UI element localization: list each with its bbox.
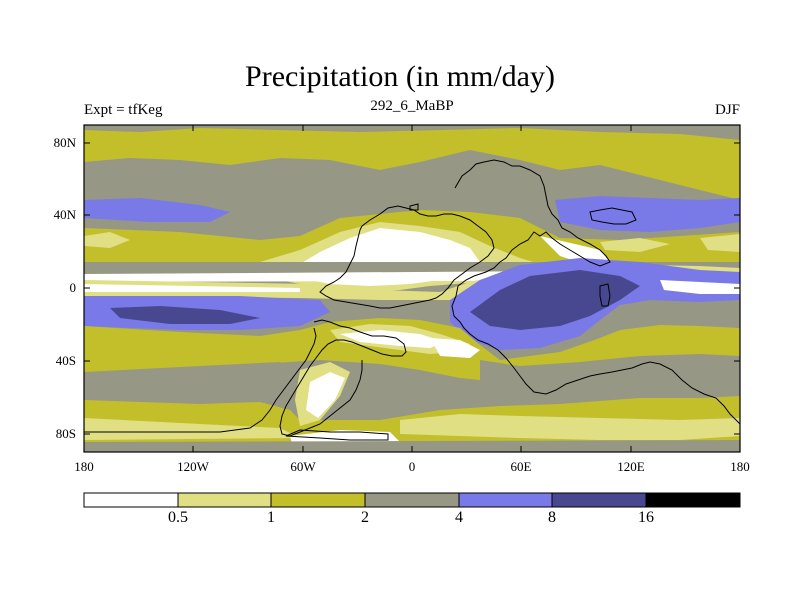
precip-field — [84, 125, 740, 452]
colorbar-box-1 — [177, 492, 272, 508]
colorbar-label-3: 4 — [455, 509, 463, 526]
coastline-small-island — [599, 283, 611, 307]
lon-label-120e: 120E — [617, 459, 645, 474]
experiment-label: Expt = tfKeg — [84, 102, 163, 118]
lon-label-120w: 120W — [177, 459, 209, 474]
field-nstorm-east — [555, 196, 740, 232]
map-title: Precipitation (in mm/day) — [245, 60, 555, 93]
coastline-south-west-tail — [84, 327, 317, 433]
field-nsubtrop-light-e — [600, 238, 670, 252]
coastline-east-island — [589, 207, 637, 225]
colorbar-box-6 — [645, 492, 741, 508]
lat-label-40s: 40S — [55, 353, 76, 368]
field-dry-east — [540, 236, 610, 266]
lat-label-40n: 40N — [53, 207, 76, 222]
colorbar — [83, 492, 741, 508]
field-sstorm-west — [84, 362, 300, 404]
field-ssubtrop-white2 — [430, 338, 480, 358]
field-monsoon-core — [470, 270, 640, 330]
field-shighlat-light-e — [400, 414, 740, 440]
lon-label-180w: 180 — [74, 459, 94, 474]
lon-label-60w: 60W — [290, 459, 316, 474]
field-eq-white2 — [84, 284, 300, 292]
colorbar-label-2: 2 — [361, 509, 369, 526]
colorbar-label-5: 16 — [638, 509, 654, 526]
coastlines — [84, 159, 740, 441]
lat-label-80n: 80N — [53, 135, 76, 150]
coastline-central — [319, 205, 495, 309]
colorbar-label-1: 1 — [267, 509, 275, 526]
case-label: 292_6_MaBP — [370, 98, 454, 114]
field-north-band — [84, 125, 740, 200]
field-shighlat-light-w — [84, 418, 300, 440]
lon-label-180e: 180 — [730, 459, 750, 474]
lat-label-0: 0 — [69, 280, 77, 295]
field-east-white — [660, 280, 740, 294]
lat-label-80s: 80S — [55, 426, 76, 441]
field-nstorm-west — [84, 198, 230, 222]
colorbar-label-0: 0.5 — [168, 509, 188, 526]
colorbar-box-4 — [458, 492, 553, 508]
field-sstorm-east — [480, 354, 740, 404]
field-north-cap — [84, 125, 740, 140]
coastline-southwest — [279, 319, 407, 437]
colorbar-label-4: 8 — [548, 509, 556, 526]
coastline-tiny-island — [409, 203, 419, 211]
colorbar-box-2 — [270, 492, 366, 508]
lon-label-0: 0 — [408, 459, 416, 474]
field-itcz-west-core — [110, 306, 260, 324]
colorbar-box-0 — [83, 492, 179, 508]
axis-ticks — [83, 125, 741, 452]
lon-label-60e: 60E — [510, 459, 532, 474]
colorbar-box-3 — [364, 492, 460, 508]
coastline-antarctic — [285, 429, 389, 441]
colorbar-box-5 — [551, 492, 647, 508]
season-label: DJF — [714, 102, 740, 118]
field-nsubtrop-light-w — [84, 232, 130, 248]
field-south-continent-white — [306, 372, 345, 418]
coastline-east — [451, 159, 740, 425]
field-nsubtrop-light-e2 — [700, 234, 740, 252]
